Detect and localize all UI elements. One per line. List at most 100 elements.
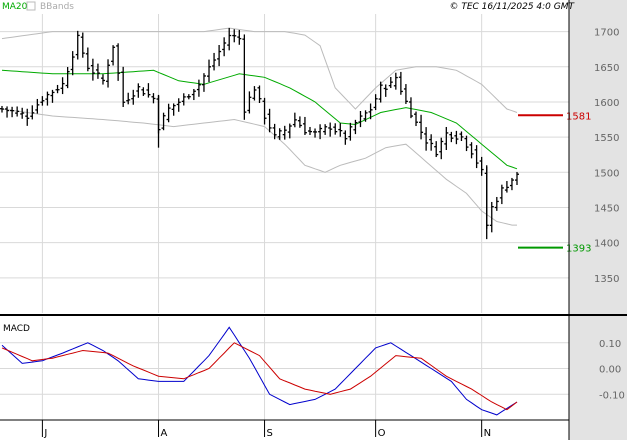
y-tick-label: 1450 — [594, 203, 619, 214]
ohlc-bar — [383, 84, 388, 97]
axis-labels: 1700 1650 1600 1550 1500 1450 1400 1350 J A S O N 0.1… — [41, 28, 625, 439]
ohlc-bar — [242, 34, 247, 120]
ohlc-bar — [419, 114, 424, 140]
macd-panel — [1, 326, 518, 416]
ohlc-bar — [449, 131, 454, 143]
ohlc-bar — [454, 130, 459, 145]
x-tick-label: N — [484, 428, 491, 439]
ohlc-bar — [171, 103, 176, 116]
ohlc-bar — [474, 145, 479, 169]
y-tick-label: 1350 — [594, 274, 619, 285]
ohlc-bar — [373, 94, 378, 111]
ohlc-bar — [353, 119, 358, 135]
ohlc-bar — [111, 45, 116, 66]
ohlc-bar — [237, 30, 242, 45]
y-tick-label: 1500 — [594, 168, 619, 179]
ohlc-bar — [292, 112, 297, 128]
ohlc-bar — [5, 106, 10, 118]
ohlc-bar — [146, 83, 151, 98]
y-tick-label: 1600 — [594, 98, 619, 109]
ohlc-bar — [176, 98, 181, 112]
ohlc-bar — [217, 44, 222, 67]
copyright-text: © TEC 16/11/2025 4:0 GMT — [449, 2, 575, 12]
bollinger-bands — [1, 27, 518, 226]
ohlc-bar — [181, 93, 186, 106]
y-tick-label: 1550 — [594, 133, 619, 144]
ohlc-bar — [100, 74, 105, 85]
price-bars — [0, 27, 519, 240]
ohlc-bar — [378, 81, 383, 103]
ohlc-bar — [408, 97, 413, 119]
ohlc-bar — [277, 128, 282, 140]
ohlc-bar — [222, 37, 227, 57]
ohlc-bar — [469, 142, 474, 159]
ohlc-bar — [141, 87, 146, 96]
ma20-path — [1, 69, 518, 170]
level-label: 1393 — [566, 244, 591, 255]
ohlc-bar — [85, 47, 90, 72]
ohlc-bar — [131, 89, 136, 105]
macd-line — [1, 326, 518, 416]
ohlc-bar — [434, 141, 439, 158]
side-panel-bg — [569, 0, 627, 440]
grid-lines — [0, 14, 569, 420]
macd-y-tick-label: -0.10 — [599, 390, 625, 401]
ohlc-bar — [186, 94, 191, 100]
bband-lower — [1, 108, 517, 226]
ohlc-bar — [262, 97, 267, 125]
ohlc-bar — [398, 71, 403, 95]
ohlc-bar — [388, 76, 393, 89]
ohlc-bar — [338, 123, 343, 137]
ma20-line — [1, 69, 518, 170]
ohlc-bar — [30, 105, 35, 120]
x-tick-label: O — [378, 428, 386, 439]
ohlc-bar — [429, 134, 434, 151]
y-tick-label: 1400 — [594, 239, 619, 250]
ohlc-bar — [257, 85, 262, 104]
ohlc-bar — [212, 52, 217, 71]
macd-y-tick-label: 0.10 — [599, 339, 621, 350]
ohlc-bar — [494, 196, 499, 211]
ohlc-bar — [161, 112, 166, 131]
ohlc-bar — [0, 105, 4, 113]
ohlc-bar — [333, 123, 338, 135]
x-tick-label: J — [43, 428, 47, 439]
ohlc-bar — [358, 110, 363, 128]
macd-y-tick-label: 0.00 — [599, 365, 621, 376]
ohlc-bar — [166, 103, 171, 123]
ohlc-bar — [282, 125, 287, 140]
ohlc-bar — [323, 124, 328, 135]
ohlc-bar — [106, 59, 111, 88]
ohlc-bar — [287, 123, 292, 139]
ohlc-bar — [45, 91, 50, 106]
ohlc-bar — [90, 58, 95, 81]
ohlc-bar — [15, 106, 20, 117]
ohlc-bar — [297, 116, 302, 128]
ohlc-bar — [267, 108, 272, 133]
ohlc-bar — [368, 103, 373, 120]
ohlc-bar — [509, 177, 514, 191]
ohlc-bar — [65, 67, 70, 89]
ohlc-bar — [20, 107, 25, 119]
ohlc-bar — [393, 72, 398, 90]
ohlc-bar — [75, 30, 80, 60]
ohlc-bar — [207, 59, 212, 83]
ohlc-bar — [403, 84, 408, 104]
ohlc-bar — [414, 111, 419, 127]
ohlc-bar — [307, 126, 312, 135]
ohlc-bar — [196, 79, 201, 97]
y-tick-label: 1650 — [594, 63, 619, 74]
ohlc-bar — [232, 29, 237, 43]
price-levels: 1581 1393 — [518, 111, 591, 255]
ohlc-bar — [121, 66, 126, 107]
ohlc-bar — [60, 77, 65, 95]
ohlc-bar — [252, 86, 257, 101]
ohlc-bar — [80, 32, 85, 58]
ohlc-bar — [136, 83, 141, 98]
ohlc-bar — [227, 27, 232, 51]
ohlc-bar — [126, 92, 131, 105]
ohlc-bar — [151, 93, 156, 104]
